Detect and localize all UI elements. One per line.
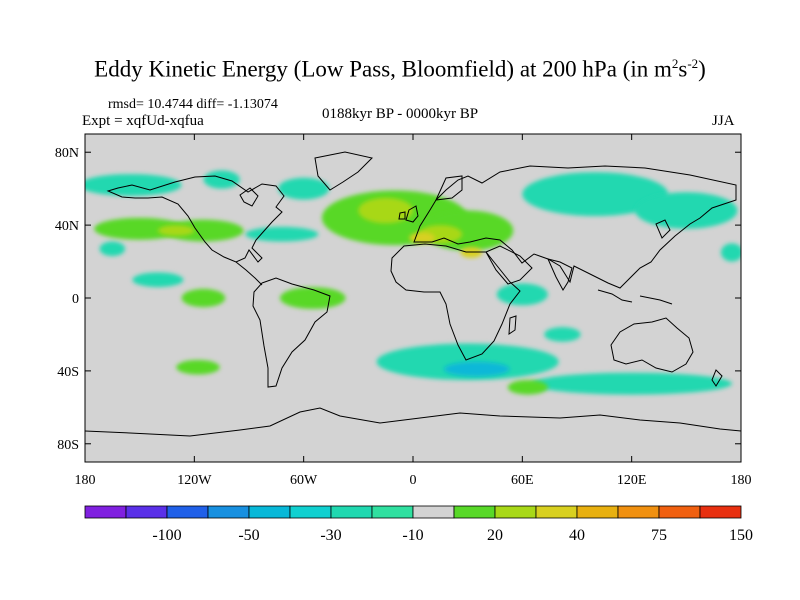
coastline-arabia [485, 245, 533, 285]
coastline-greenland [314, 151, 373, 191]
anomaly-region-6 [720, 243, 741, 262]
lat-tick-label: 0 [72, 292, 79, 307]
plot-title: Eddy Kinetic Energy (Low Pass, Bloomfiel… [94, 56, 706, 82]
colorbar-label: 40 [569, 527, 585, 544]
anomaly-region-24 [157, 225, 195, 237]
anomaly-region-5 [635, 192, 738, 229]
anomaly-region-14 [94, 217, 186, 240]
colorbar-box [125, 505, 168, 519]
colorbar-box [453, 505, 496, 519]
experiment-label: Expt = xqfUd-xqfua [82, 113, 204, 129]
colorbar-box [371, 505, 414, 519]
colorbar-box [84, 505, 127, 519]
colorbar-box [207, 505, 250, 519]
colorbar-label: -30 [320, 527, 341, 544]
anomaly-region-13 [443, 361, 510, 377]
coastline-japan [655, 219, 671, 239]
anomaly-region-8 [132, 272, 184, 288]
anomaly-region-2 [278, 177, 330, 200]
coastline-north-america [106, 175, 285, 263]
colorbar-box [412, 505, 455, 519]
coastline-hudson-bay [239, 187, 259, 207]
coastline-britain [405, 205, 419, 223]
coastline-central-america [235, 261, 263, 286]
colorbar-label: 150 [729, 527, 753, 544]
colorbar-label: 75 [651, 527, 667, 544]
lon-tick-label: 180 [75, 473, 96, 488]
lon-tick-label: 180 [731, 473, 752, 488]
lon-tick-label: 60W [290, 473, 318, 488]
coastlines [85, 151, 741, 437]
coastline-indonesia [597, 289, 673, 305]
season-label: JJA [712, 113, 735, 129]
anomaly-region-1 [203, 170, 240, 189]
axis-ticks: 80N 40N 0 40S 80S 180 120W 60W 0 60E 120E 180 [55, 134, 752, 488]
colorbar-box [494, 505, 537, 519]
colorbar-box [658, 505, 701, 519]
coastline-antarctica [85, 407, 741, 437]
colorbar-box [535, 505, 578, 519]
lon-tick-label: 120W [177, 473, 212, 488]
coastline-madagascar [508, 315, 517, 335]
coastline-new-zealand [711, 369, 723, 387]
colorbar-box [166, 505, 209, 519]
coastline-australia [610, 317, 694, 373]
stats-line: rmsd= 10.4744 diff= -1.13074 [108, 97, 278, 112]
coastline-africa [390, 243, 521, 361]
coastline-south-america [252, 277, 331, 388]
colorbar-label: -50 [238, 527, 259, 544]
colorbar-label: -10 [402, 527, 423, 544]
anomaly-region-9 [496, 283, 548, 306]
lat-tick-label: 40N [55, 219, 79, 234]
coastline-india [547, 258, 573, 291]
lon-tick-label: 0 [410, 473, 417, 488]
anomaly-region-11 [531, 372, 732, 395]
lat-tick-label: 40S [57, 365, 79, 380]
anomaly-region-21 [507, 380, 548, 395]
anomaly-region-4 [522, 172, 669, 216]
anomaly-region-12 [544, 327, 581, 342]
colorbar-box [576, 505, 619, 519]
anomaly-fill-layer [85, 170, 741, 395]
anomaly-region-19 [279, 287, 346, 309]
colorbar-box [248, 505, 291, 519]
anomaly-region-20 [176, 359, 220, 375]
anomaly-region-15 [163, 219, 244, 242]
coastline-eurasia [413, 165, 737, 289]
period-label: 0188kyr BP - 0000kyr BP [322, 106, 479, 122]
coastline-scandinavia [435, 175, 463, 201]
anomaly-region-10 [376, 343, 559, 380]
diff-value: -1.13074 [227, 97, 278, 112]
colorbar-label: 20 [487, 527, 503, 544]
colorbar-box [617, 505, 660, 519]
anomaly-region-3 [245, 226, 319, 242]
lat-tick-label: 80N [55, 146, 79, 161]
colorbar-box [699, 505, 742, 519]
lon-tick-label: 60E [511, 473, 534, 488]
anomaly-region-25 [409, 232, 435, 244]
colorbar-label: -100 [152, 527, 181, 544]
lat-tick-label: 80S [57, 438, 79, 453]
anomaly-region-18 [181, 288, 226, 308]
colorbar-box [289, 505, 332, 519]
rmsd-value: 10.4744 [147, 97, 193, 112]
anomaly-region-7 [99, 241, 126, 257]
coastline-ireland [398, 211, 406, 220]
colorbar-box [330, 505, 373, 519]
lon-tick-label: 120E [617, 473, 647, 488]
